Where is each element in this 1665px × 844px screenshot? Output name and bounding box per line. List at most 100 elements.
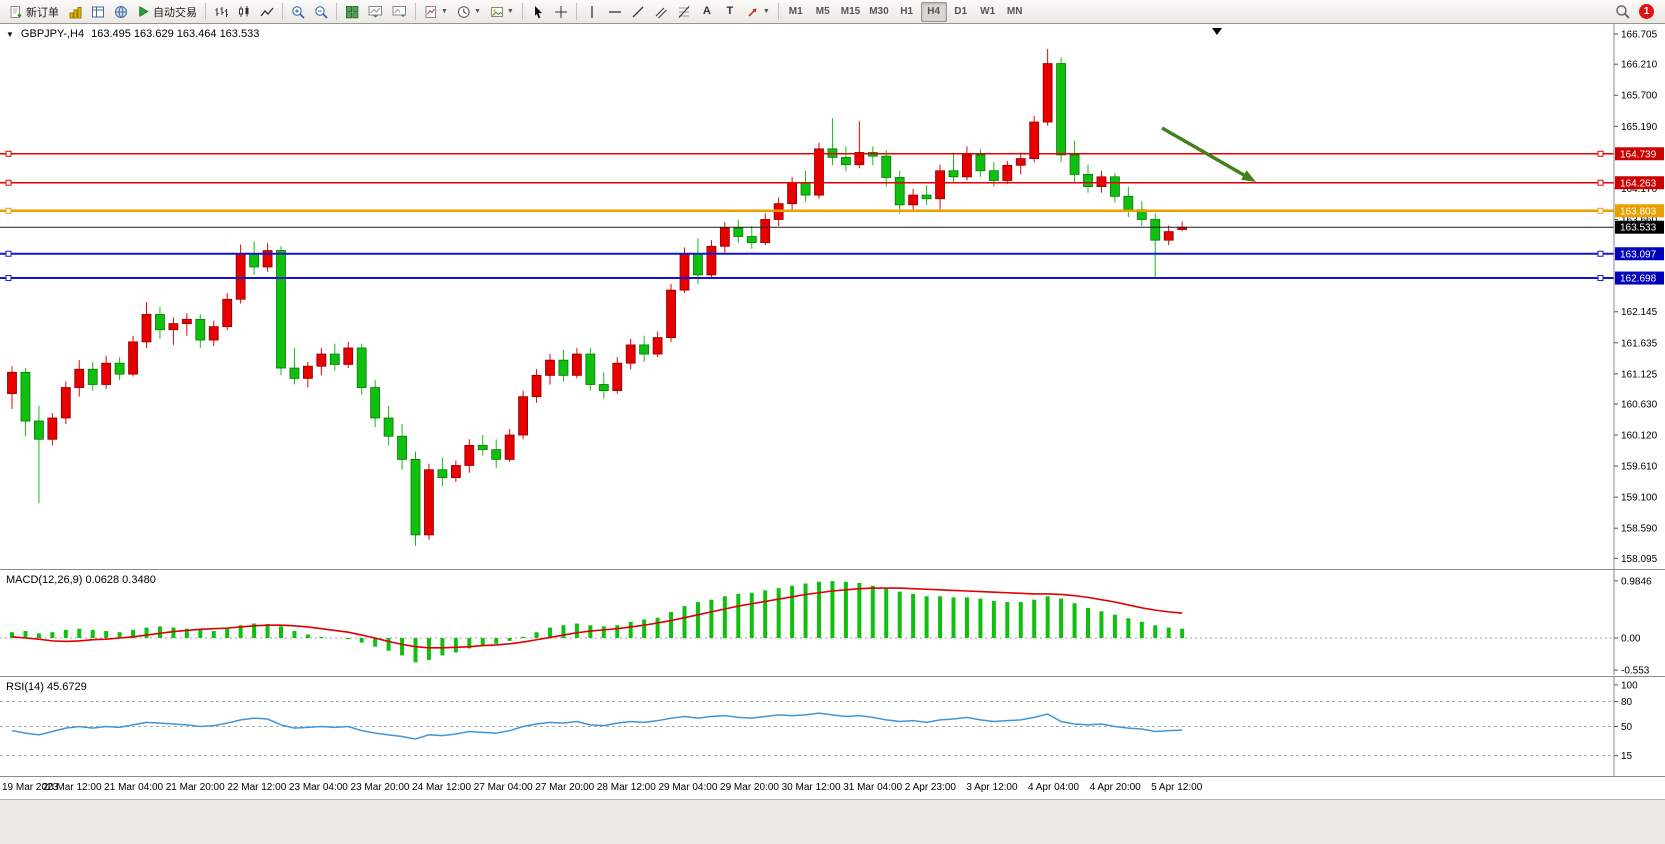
svg-text:159.100: 159.100 xyxy=(1621,493,1658,504)
main-chart-canvas[interactable]: 166.705 166.210 165.700 165.190 164.170 163.6… xyxy=(0,24,1665,569)
navigator-button[interactable] xyxy=(110,2,132,22)
chart-shift-button[interactable] xyxy=(388,2,411,22)
auto-scroll-button[interactable] xyxy=(364,2,387,22)
time-label: 27 Mar 04:00 xyxy=(473,782,533,793)
tf-button-h1[interactable]: H1 xyxy=(894,2,920,22)
tf-button-m30[interactable]: M30 xyxy=(865,2,892,22)
time-label: 4 Apr 04:00 xyxy=(1027,782,1080,793)
tf-button-h4[interactable]: H4 xyxy=(920,1,947,22)
tile-windows-button[interactable] xyxy=(341,2,363,22)
cursor-tool-button[interactable] xyxy=(527,2,549,22)
auto-scroll-icon xyxy=(368,5,382,17)
autotrading-button[interactable]: 自动交易 xyxy=(133,2,201,22)
trendline-tool-button[interactable] xyxy=(627,2,649,22)
tf-button-m15[interactable]: M15 xyxy=(837,2,864,22)
main-chart-panel: ▼ GBPJPY-,H4 163.495 163.629 163.464 163… xyxy=(0,24,1665,570)
autotrading-icon xyxy=(139,6,149,17)
svg-text:164.739: 164.739 xyxy=(1620,149,1657,160)
time-label: 29 Mar 04:00 xyxy=(658,782,718,793)
market-watch-button[interactable] xyxy=(64,2,86,22)
time-label: 30 Mar 12:00 xyxy=(781,782,841,793)
channel-tool-button[interactable] xyxy=(650,2,672,22)
new-chart-button[interactable]: ▼ xyxy=(420,2,452,22)
tf-button-mn[interactable]: MN xyxy=(1002,2,1028,22)
tf-button-m5[interactable]: M5 xyxy=(810,2,836,22)
time-label: 23 Mar 20:00 xyxy=(350,782,410,793)
svg-text:163.803: 163.803 xyxy=(1620,206,1657,217)
zoom-in-button[interactable] xyxy=(287,2,309,22)
chevron-down-icon: ▼ xyxy=(506,8,514,15)
fibonacci-icon xyxy=(678,5,690,18)
arrow-shape-icon xyxy=(748,8,757,17)
time-label: 23 Mar 04:00 xyxy=(288,782,348,793)
svg-text:-0.553: -0.553 xyxy=(1621,666,1650,675)
time-label: 4 Apr 20:00 xyxy=(1089,782,1141,793)
bar-chart-icon xyxy=(215,6,228,17)
label-tool-button[interactable]: T xyxy=(719,2,741,22)
svg-text:159.610: 159.610 xyxy=(1621,462,1658,473)
separator xyxy=(205,3,206,20)
time-label: 22 Mar 12:00 xyxy=(227,782,287,793)
time-label: 5 Apr 12:00 xyxy=(1151,782,1203,793)
time-label: 27 Mar 20:00 xyxy=(535,782,595,793)
tf-button-m1[interactable]: M1 xyxy=(783,2,809,22)
shapes-tool-button[interactable]: ▼ xyxy=(742,2,774,22)
chevron-down-icon: ▼ xyxy=(762,8,770,15)
time-label: 31 Mar 04:00 xyxy=(843,782,903,793)
zoom-in-icon xyxy=(292,5,305,19)
vertical-line-icon xyxy=(591,5,593,18)
svg-text:166.210: 166.210 xyxy=(1621,60,1658,71)
text-tool-icon: A xyxy=(702,5,711,17)
chevron-down-icon: ▼ xyxy=(441,8,448,15)
svg-text:50: 50 xyxy=(1621,722,1633,733)
vertical-line-tool-button[interactable] xyxy=(581,2,603,22)
candlestick-chart-button[interactable] xyxy=(233,2,255,22)
bar-chart-button[interactable] xyxy=(210,2,232,22)
svg-text:164.263: 164.263 xyxy=(1620,178,1657,189)
time-label: 20 Mar 12:00 xyxy=(42,782,102,793)
candlestick-chart-icon xyxy=(239,5,249,17)
horizontal-line-tool-button[interactable] xyxy=(604,2,626,22)
time-label: 3 Apr 12:00 xyxy=(966,782,1018,793)
chart-window: ▼ GBPJPY-,H4 163.495 163.629 163.464 163… xyxy=(0,24,1665,844)
fibonacci-tool-button[interactable] xyxy=(673,2,695,22)
svg-text:160.120: 160.120 xyxy=(1621,431,1658,442)
svg-text:0.9846: 0.9846 xyxy=(1621,576,1652,587)
tf-button-w1[interactable]: W1 xyxy=(975,2,1001,22)
new-order-button[interactable]: 新订单 xyxy=(5,2,63,22)
svg-text:161.125: 161.125 xyxy=(1621,369,1658,380)
svg-text:165.190: 165.190 xyxy=(1621,122,1658,133)
time-label: 2 Apr 23:00 xyxy=(904,782,956,793)
notification-badge[interactable]: 1 xyxy=(1639,4,1654,19)
svg-text:164.170: 164.170 xyxy=(1621,184,1658,195)
svg-text:163.533: 163.533 xyxy=(1620,223,1657,234)
crosshair-tool-button[interactable] xyxy=(550,2,572,22)
data-window-button[interactable] xyxy=(87,2,109,22)
line-chart-button[interactable] xyxy=(256,2,278,22)
zoom-out-button[interactable] xyxy=(310,2,332,22)
macd-canvas[interactable]: 0.9846 0.00 -0.553 xyxy=(0,570,1665,675)
time-label: 28 Mar 12:00 xyxy=(596,782,656,793)
periods-button[interactable]: ▼ xyxy=(453,2,485,22)
new-order-label: 新订单 xyxy=(26,6,59,19)
chart-shift-icon xyxy=(392,5,406,17)
crosshair-icon xyxy=(554,5,567,18)
bottom-filler xyxy=(0,799,1665,844)
zoom-out-icon xyxy=(315,5,328,19)
templates-button[interactable]: ▼ xyxy=(486,2,518,22)
market-watch-icon xyxy=(69,6,82,18)
tf-button-d1[interactable]: D1 xyxy=(948,2,974,22)
time-axis[interactable]: 19 Mar 2023 20 Mar 12:00 21 Mar 04:00 21 Ma… xyxy=(0,777,1665,799)
separator xyxy=(521,3,523,20)
time-label: 19 Mar 2023 xyxy=(2,782,59,793)
text-tool-button[interactable]: A xyxy=(696,2,718,22)
svg-text:80: 80 xyxy=(1621,697,1633,708)
new-chart-icon xyxy=(425,5,436,18)
search-button[interactable] xyxy=(1611,2,1634,22)
equidistant-channel-icon xyxy=(655,7,667,18)
chevron-down-icon: ▼ xyxy=(473,8,481,15)
rsi-canvas[interactable]: 100 80 50 15 xyxy=(0,677,1665,776)
svg-text:162.145: 162.145 xyxy=(1621,307,1658,318)
tile-windows-icon xyxy=(346,5,359,18)
label-tool-icon: T xyxy=(726,5,734,17)
